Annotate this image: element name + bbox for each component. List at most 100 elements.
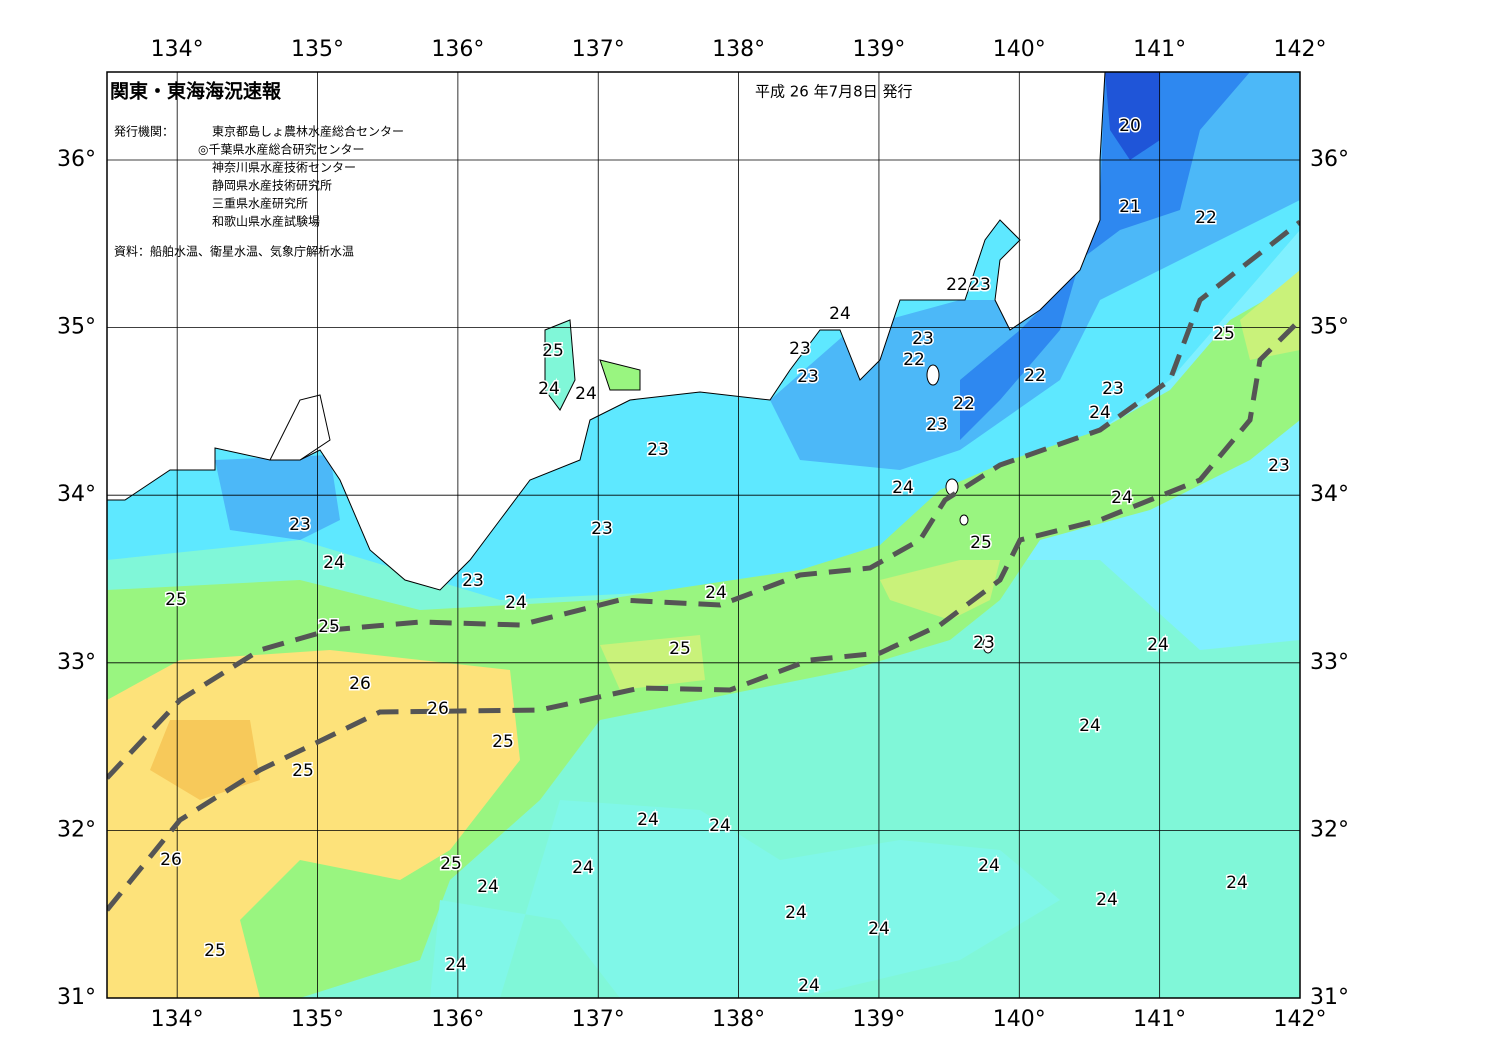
y-tick-label: 36° <box>57 147 96 172</box>
bay <box>599 359 641 391</box>
contour-label: 24 <box>709 816 731 836</box>
contour-label: 25 <box>1213 324 1235 344</box>
x-tick-label: 136° <box>431 1007 484 1032</box>
contour-label: 24 <box>477 877 499 897</box>
island <box>982 636 994 654</box>
contour-label: 26 <box>427 699 449 719</box>
contour-label: 26 <box>349 674 371 694</box>
y-tick-label: 36° <box>1310 147 1349 172</box>
contour-label: 25 <box>292 761 314 781</box>
contour-label: 24 <box>1111 488 1133 508</box>
contour-label: 24 <box>323 553 345 573</box>
contour-label: 24 <box>1096 890 1118 910</box>
contour-label: 22 <box>1024 366 1046 386</box>
x-tick-label: 134° <box>151 1007 204 1032</box>
contour-label: 22 <box>903 350 925 370</box>
x-tick-label: 137° <box>572 37 625 62</box>
island <box>959 514 969 526</box>
issue-date: 平成 26 年7月8日 発行 <box>755 83 912 101</box>
kuroshio-edge <box>107 318 1300 912</box>
island <box>926 364 940 386</box>
contour-label: 25 <box>542 341 564 361</box>
y-tick-label: 33° <box>57 650 96 675</box>
contour-label: 23 <box>912 329 934 349</box>
x-tick-label: 134° <box>151 37 204 62</box>
x-tick-label: 142° <box>1274 37 1327 62</box>
contour-label: 25 <box>204 941 226 961</box>
contour-label: 23 <box>1102 379 1124 399</box>
agency: ◎千葉県水産総合研究センター <box>198 142 364 157</box>
contour-label: 24 <box>892 478 914 498</box>
x-tick-label: 135° <box>291 37 344 62</box>
y-tick-label: 32° <box>57 817 96 842</box>
contour-label: 25 <box>669 639 691 659</box>
x-tick-label: 139° <box>852 37 905 62</box>
agency: 東京都島しょ農林水産総合センター <box>212 124 404 139</box>
map-body <box>107 72 1300 998</box>
y-tick-label: 32° <box>1310 817 1349 842</box>
x-tick-label: 138° <box>712 1007 765 1032</box>
contour-label: 24 <box>637 810 659 830</box>
contour-label: 24 <box>445 955 467 975</box>
contour-label: 24 <box>1147 635 1169 655</box>
y-tick-label: 31° <box>57 985 96 1010</box>
agency: 静岡県水産技術研究所 <box>212 178 332 193</box>
x-tick-label: 135° <box>291 1007 344 1032</box>
sea-zone <box>1105 72 1160 160</box>
contour-label: 24 <box>785 903 807 923</box>
contour-label: 24 <box>1079 716 1101 736</box>
contour-label: 26 <box>160 850 182 870</box>
contour-label: 25 <box>318 617 340 637</box>
contour-label: 25 <box>970 533 992 553</box>
contour-label: 23 <box>789 339 811 359</box>
contour-label: 23 <box>462 571 484 591</box>
contour-label: 23 <box>647 440 669 460</box>
contour-label: 25 <box>492 732 514 752</box>
x-tick-label: 140° <box>993 1007 1046 1032</box>
contour-label: 23 <box>969 275 991 295</box>
contour-label: 24 <box>705 583 727 603</box>
island <box>269 394 331 461</box>
x-tick-label: 141° <box>1133 37 1186 62</box>
x-tick-label: 138° <box>712 37 765 62</box>
y-tick-label: 34° <box>57 482 96 507</box>
contour-label: 24 <box>798 976 820 996</box>
sea-zone <box>215 455 340 540</box>
contour-label: 24 <box>978 856 1000 876</box>
x-tick-label: 139° <box>852 1007 905 1032</box>
frame <box>106 71 1301 999</box>
y-tick-label: 31° <box>1310 985 1349 1010</box>
contour-label: 24 <box>1089 403 1111 423</box>
contour-label: 21 <box>1119 197 1141 217</box>
agency: 和歌山県水産試験場 <box>212 214 320 229</box>
contour-label: 20 <box>1119 116 1141 136</box>
contour-label: 24 <box>538 379 560 399</box>
sea-zone <box>960 72 1250 440</box>
x-tick-label: 136° <box>431 37 484 62</box>
y-tick-label: 33° <box>1310 650 1349 675</box>
agency: 神奈川県水産技術センター <box>212 160 356 175</box>
bay <box>544 319 576 411</box>
contour-label: 23 <box>289 515 311 535</box>
y-tick-label: 34° <box>1310 482 1349 507</box>
sea-zone <box>430 800 1060 998</box>
contour-label: 23 <box>591 519 613 539</box>
contour-label: 24 <box>829 304 851 324</box>
y-tick-label: 35° <box>1310 315 1349 340</box>
x-tick-label: 141° <box>1133 1007 1186 1032</box>
contour-label: 25 <box>165 590 187 610</box>
source: 資料：船舶水温、衛星水温、気象庁解析水温 <box>114 244 354 259</box>
contour-label: 22 <box>953 394 975 414</box>
kuroshio-edge <box>107 220 1300 780</box>
agency: 三重県水産研究所 <box>212 196 308 211</box>
contour-label: 23 <box>797 367 819 387</box>
contour-label: 24 <box>505 593 527 613</box>
agency-label: 発行機関： <box>114 124 174 139</box>
contour-label: 24 <box>1226 873 1248 893</box>
contour-label: 24 <box>575 384 597 404</box>
contour-label: 24 <box>572 858 594 878</box>
contour-label: 25 <box>440 854 462 874</box>
contour-label: 22 <box>1195 208 1217 228</box>
x-tick-label: 142° <box>1274 1007 1327 1032</box>
